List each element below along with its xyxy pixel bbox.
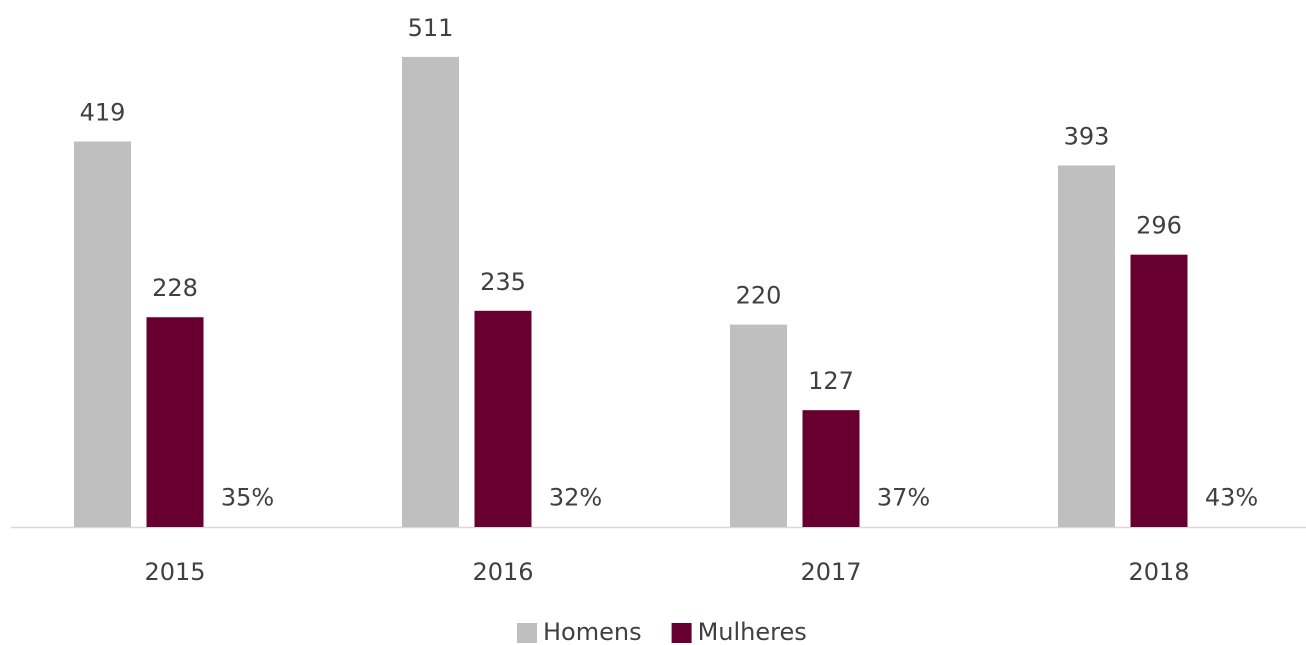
x-tick-label: 2016 (472, 558, 533, 586)
legend-label: Homens (543, 618, 642, 645)
data-label: 393 (1064, 122, 1110, 150)
legend-label: Mulheres (698, 618, 807, 645)
data-label: 35% (221, 484, 274, 512)
bar (802, 410, 860, 527)
bar (146, 317, 204, 527)
data-label: 43% (1205, 484, 1258, 512)
bar (74, 141, 131, 527)
data-label: 419 (80, 99, 126, 127)
legend-swatch (517, 623, 537, 643)
data-label: 220 (736, 282, 782, 310)
bar (1058, 165, 1115, 527)
x-tick-label: 2017 (800, 558, 861, 586)
data-label: 127 (808, 367, 854, 395)
data-label: 511 (408, 14, 454, 42)
data-label: 32% (549, 484, 602, 512)
x-tick-label: 2018 (1128, 558, 1189, 586)
bar (1130, 254, 1188, 527)
data-label: 37% (877, 484, 930, 512)
data-label: 228 (152, 274, 198, 302)
legend-swatch (671, 623, 692, 643)
data-label: 296 (1136, 212, 1182, 240)
bar (402, 56, 459, 527)
bar (730, 324, 787, 527)
bar (474, 310, 532, 527)
x-tick-label: 2015 (144, 558, 205, 586)
data-label: 235 (480, 268, 526, 296)
